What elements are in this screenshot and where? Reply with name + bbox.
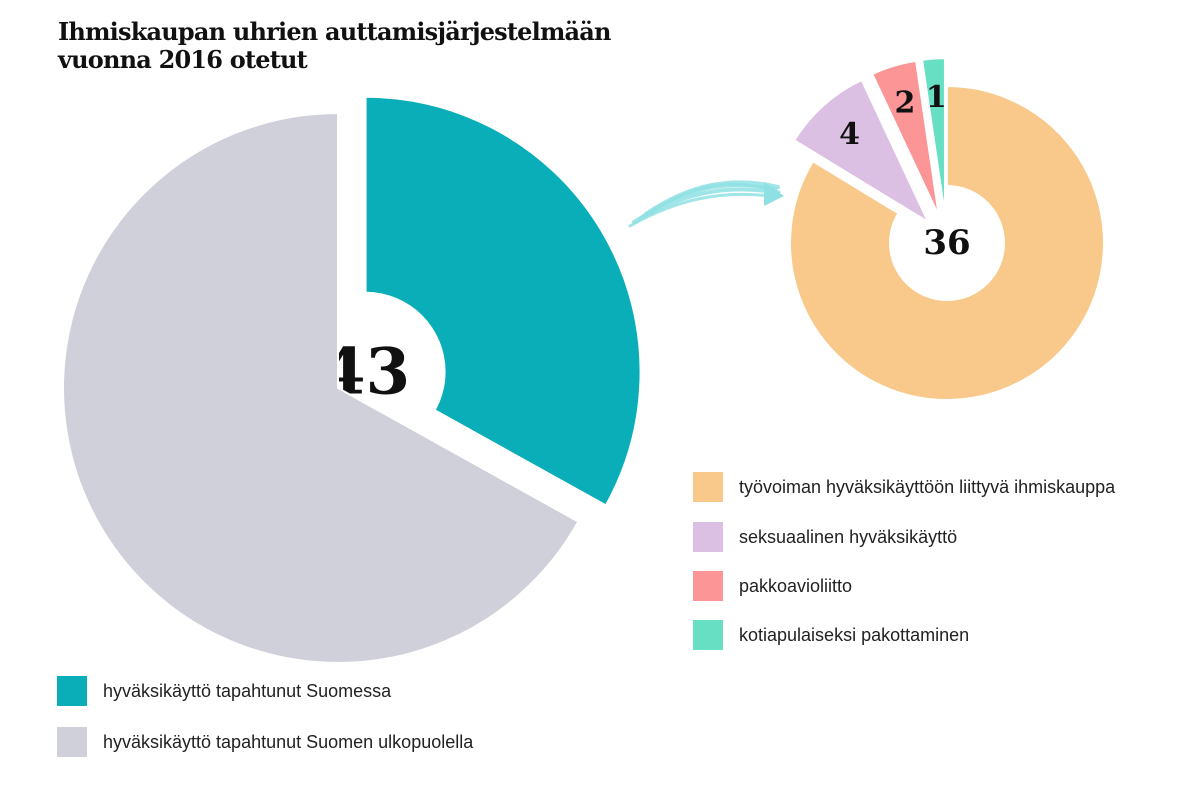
data-label-pakkoavioliitto: 2: [895, 86, 916, 121]
chart-title-line-2: vuonna 2016 otetut: [58, 45, 308, 74]
pie-slice-pakkoavioliitto: [870, 59, 940, 217]
data-label-kotiapulaiseksi-pakottaminen: 1: [926, 80, 947, 115]
pie-slice-kotiapulaiseksi-pakottaminen: [920, 57, 946, 216]
legend-label: pakkoavioliitto: [739, 575, 853, 596]
legend-label: hyväksikäyttö tapahtunut Suomen ulkopuol…: [103, 731, 474, 752]
data-label-tyovoiman-hyvaksikayttoon-liittyva-ihmiskauppa: 36: [923, 223, 970, 263]
data-label-seksuaalinen-hyvaksikaytto: 4: [839, 117, 860, 152]
legend-label: hyväksikäyttö tapahtunut Suomessa: [103, 680, 392, 701]
legend-right-item-1: seksuaalinen hyväksikäyttö: [693, 522, 957, 552]
legend-left-item-1: hyväksikäyttö tapahtunut Suomen ulkopuol…: [57, 727, 473, 757]
legend-label: kotiapulaiseksi pakottaminen: [739, 624, 970, 645]
connector-arrow-icon: [628, 180, 784, 228]
legend-right-item-0: työvoiman hyväksikäyttöön liittyvä ihmis…: [693, 472, 1115, 502]
legend-left-item-0: hyväksikäyttö tapahtunut Suomessa: [57, 676, 391, 706]
legend-swatch: [57, 727, 87, 757]
legend-swatch: [693, 571, 723, 601]
pie-slice-seksuaalinen-hyvaksikaytto: [792, 78, 931, 225]
chart-title: Ihmiskaupan uhrien auttamisjärjestelmään…: [58, 17, 612, 74]
legend-swatch: [693, 472, 723, 502]
legend-swatch: [693, 522, 723, 552]
legend-right-item-3: kotiapulaiseksi pakottaminen: [693, 620, 969, 650]
legend-label: seksuaalinen hyväksikäyttö: [739, 526, 958, 547]
arrow-head: [764, 182, 784, 206]
breakdown-pie-chart: 36 42 1: [789, 57, 1105, 401]
chart-title-line-1: Ihmiskaupan uhrien auttamisjärjestelmään: [58, 17, 612, 46]
main-pie-chart: 43: [62, 95, 642, 664]
pie-slice-hyvaksikaytto-tapahtunut-suomen-ulkopuolella: [62, 111, 580, 664]
legend-label: työvoiman hyväksikäyttöön liittyvä ihmis…: [739, 476, 1116, 497]
legend-swatch: [57, 676, 87, 706]
arrow-stroke: [628, 192, 772, 228]
legend-right-item-2: pakkoavioliitto: [693, 571, 852, 601]
legend-swatch: [693, 620, 723, 650]
